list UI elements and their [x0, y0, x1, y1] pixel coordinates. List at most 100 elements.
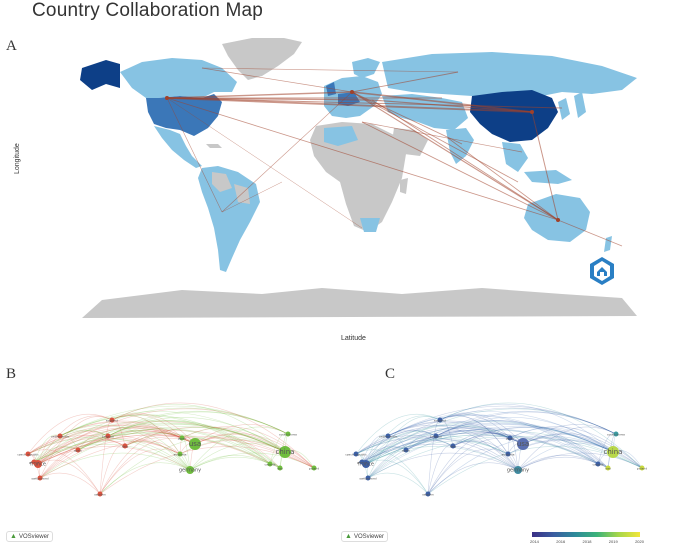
- node-label: iran: [277, 467, 283, 471]
- network-link: [77, 428, 281, 469]
- network-link: [37, 430, 315, 469]
- australia: [524, 194, 590, 242]
- network-link: [111, 415, 181, 455]
- network-link: [37, 424, 183, 465]
- network-link: [37, 423, 286, 465]
- network-link: [33, 427, 196, 463]
- network-link: [367, 426, 511, 479]
- network-link: [367, 430, 524, 479]
- network-link: [387, 420, 524, 445]
- network-node: [97, 491, 103, 497]
- network-link: [361, 422, 614, 463]
- network-link: [361, 432, 599, 465]
- colorbar-tick: 2016: [556, 539, 566, 544]
- network-node: [109, 417, 115, 423]
- network-c: usa china france germany italy spain switzerla…: [345, 402, 647, 497]
- network-node: [450, 443, 456, 449]
- network-link: [367, 435, 643, 479]
- network-link: [39, 452, 191, 479]
- node-label: switzerland: [359, 477, 376, 481]
- vosviewer-icon: ▲: [10, 533, 17, 540]
- network-link: [37, 415, 113, 465]
- network-node: [514, 466, 522, 474]
- network-link: [365, 434, 599, 465]
- network-link: [37, 459, 101, 495]
- network-link: [427, 448, 509, 495]
- network-links: [355, 402, 643, 495]
- node-label: england: [106, 419, 118, 423]
- network-node: [179, 435, 185, 441]
- network-link: [37, 408, 289, 465]
- node-label: switzerland: [31, 477, 48, 481]
- node-label: china: [604, 448, 623, 456]
- network-link: [367, 472, 429, 495]
- network-link: [517, 452, 643, 471]
- network-link: [99, 448, 181, 495]
- network-link: [107, 411, 289, 437]
- canada: [120, 58, 237, 98]
- network-link: [124, 435, 196, 447]
- network-link: [27, 435, 126, 455]
- network-link: [59, 420, 196, 445]
- network-link: [77, 439, 191, 471]
- page-title: Country Collaboration Map: [32, 0, 264, 21]
- network-link: [77, 424, 286, 453]
- network-node: [279, 446, 291, 458]
- network-link: [99, 437, 196, 495]
- network-node: [359, 459, 365, 465]
- network-link: [111, 415, 191, 471]
- network-node: [613, 431, 619, 437]
- network-link: [387, 411, 614, 453]
- network-link: [124, 432, 183, 447]
- x-axis-label: Latitude: [341, 335, 366, 342]
- network-link: [361, 444, 519, 471]
- network-node: [365, 475, 371, 481]
- node-label: netherlands: [379, 435, 397, 439]
- network-link: [33, 430, 109, 463]
- russia: [382, 52, 637, 98]
- network-link: [33, 432, 271, 465]
- node-label: italy: [450, 445, 457, 449]
- network-link: [452, 441, 519, 471]
- node-label: sweden: [94, 493, 106, 497]
- network-link: [33, 432, 281, 469]
- network-link: [405, 428, 599, 465]
- network-node: [57, 433, 63, 439]
- network-link: [517, 426, 617, 471]
- network-node: [25, 451, 31, 457]
- network-link: [367, 416, 441, 479]
- network-link: [361, 407, 617, 463]
- network-link: [37, 428, 196, 465]
- network-link: [435, 420, 599, 465]
- network-link: [37, 434, 281, 469]
- network-link: [59, 405, 289, 437]
- node-label: iran: [605, 467, 611, 471]
- network-link: [179, 439, 286, 455]
- network-link: [365, 438, 454, 465]
- network-link: [77, 428, 271, 465]
- network-link: [194, 424, 289, 445]
- node-label: south korea: [607, 433, 625, 437]
- network-link: [181, 426, 315, 469]
- network-link: [387, 414, 609, 469]
- colorbar-tick: 2020: [635, 539, 644, 544]
- network-link: [361, 432, 609, 469]
- network-node: [403, 447, 409, 453]
- network-link: [435, 411, 617, 437]
- network-node: [311, 465, 317, 471]
- node-label: usa: [189, 440, 201, 448]
- network-node: [425, 491, 431, 497]
- network-link: [427, 462, 519, 495]
- network-link: [124, 440, 181, 455]
- network-link: [405, 410, 617, 451]
- network-node: [75, 447, 81, 453]
- network-link: [27, 434, 181, 455]
- network-node: [277, 465, 283, 471]
- network-link: [509, 427, 614, 453]
- network-link: [194, 434, 286, 453]
- network-link: [99, 462, 191, 495]
- vosviewer-text: VOSviewer: [353, 533, 384, 540]
- node-label: italy: [122, 445, 129, 449]
- network-link: [194, 437, 271, 465]
- network-link: [355, 425, 524, 455]
